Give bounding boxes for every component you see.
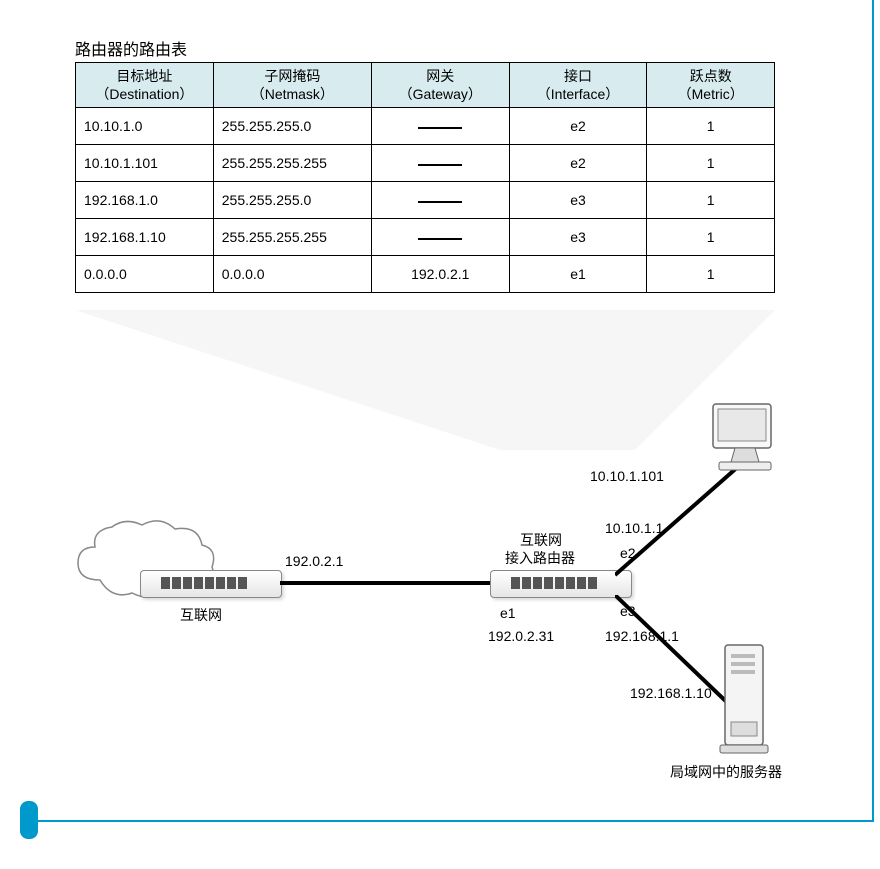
cell-metric: 1 bbox=[647, 108, 775, 145]
table-row: 10.10.1.101255.255.255.255 e21 bbox=[76, 145, 775, 182]
server-label: 局域网中的服务器 bbox=[670, 762, 782, 782]
server-icon bbox=[715, 640, 775, 760]
table-row: 0.0.0.00.0.0.0192.0.2.1e11 bbox=[76, 256, 775, 293]
cell-gateway bbox=[371, 145, 509, 182]
cell-netmask: 0.0.0.0 bbox=[213, 256, 371, 293]
e3-label: e3 bbox=[620, 603, 636, 619]
table-row: 192.168.1.10255.255.255.255 e31 bbox=[76, 219, 775, 256]
internet-label: 互联网 bbox=[180, 605, 222, 625]
access-router-icon bbox=[490, 570, 632, 598]
page: 路由器的路由表 目标地址（Destination） 子网掩码（Netmask） … bbox=[0, 0, 880, 869]
cell-interface: e3 bbox=[509, 219, 647, 256]
left-gw-label: 192.0.2.1 bbox=[285, 553, 343, 569]
cell-destination: 192.168.1.0 bbox=[76, 182, 214, 219]
pc-icon bbox=[705, 400, 785, 480]
cell-netmask: 255.255.255.0 bbox=[213, 108, 371, 145]
network-diagram: 互联网 192.0.2.1 互联网 接入路由器 e1 192.0.2.31 e2… bbox=[60, 420, 840, 800]
cell-gateway bbox=[371, 182, 509, 219]
table-header-row: 目标地址（Destination） 子网掩码（Netmask） 网关（Gatew… bbox=[76, 63, 775, 108]
dash-icon bbox=[418, 201, 462, 203]
access-router-label-1: 互联网 bbox=[520, 530, 562, 550]
frame-bottom bbox=[20, 820, 874, 822]
access-router-label-2: 接入路由器 bbox=[505, 548, 575, 568]
pc-ip-label: 10.10.1.101 bbox=[590, 468, 664, 484]
cell-metric: 1 bbox=[647, 256, 775, 293]
routing-table: 目标地址（Destination） 子网掩码（Netmask） 网关（Gatew… bbox=[75, 62, 775, 293]
cell-netmask: 255.255.255.0 bbox=[213, 182, 371, 219]
col-destination: 目标地址（Destination） bbox=[76, 63, 214, 108]
cell-interface: e2 bbox=[509, 108, 647, 145]
e2-ip-label: 10.10.1.1 bbox=[605, 520, 663, 536]
dash-icon bbox=[418, 127, 462, 129]
cell-interface: e3 bbox=[509, 182, 647, 219]
table-row: 10.10.1.0255.255.255.0 e21 bbox=[76, 108, 775, 145]
col-interface: 接口（Interface） bbox=[509, 63, 647, 108]
cell-netmask: 255.255.255.255 bbox=[213, 219, 371, 256]
cell-metric: 1 bbox=[647, 145, 775, 182]
col-metric: 跃点数（Metric） bbox=[647, 63, 775, 108]
cell-destination: 10.10.1.0 bbox=[76, 108, 214, 145]
dash-icon bbox=[418, 238, 462, 240]
dash-icon bbox=[418, 164, 462, 166]
e1-label: e1 bbox=[500, 605, 516, 621]
e1-ip-label: 192.0.2.31 bbox=[488, 628, 554, 644]
frame-tab bbox=[20, 801, 38, 839]
col-gateway: 网关（Gateway） bbox=[371, 63, 509, 108]
cell-destination: 192.168.1.10 bbox=[76, 219, 214, 256]
cell-metric: 1 bbox=[647, 182, 775, 219]
cell-metric: 1 bbox=[647, 219, 775, 256]
cell-interface: e1 bbox=[509, 256, 647, 293]
link-line bbox=[280, 575, 490, 595]
server-ip-label: 192.168.1.10 bbox=[630, 685, 712, 701]
table-title: 路由器的路由表 bbox=[75, 36, 187, 60]
table-row: 192.168.1.0255.255.255.0 e31 bbox=[76, 182, 775, 219]
e2-label: e2 bbox=[620, 545, 636, 561]
cell-netmask: 255.255.255.255 bbox=[213, 145, 371, 182]
cell-gateway bbox=[371, 219, 509, 256]
router-ports bbox=[161, 577, 247, 589]
cell-interface: e2 bbox=[509, 145, 647, 182]
cell-destination: 0.0.0.0 bbox=[76, 256, 214, 293]
cell-destination: 10.10.1.101 bbox=[76, 145, 214, 182]
cell-gateway: 192.0.2.1 bbox=[371, 256, 509, 293]
frame-right bbox=[872, 0, 874, 820]
cell-gateway bbox=[371, 108, 509, 145]
router-ports bbox=[511, 577, 597, 589]
e3-ip-label: 192.168.1.1 bbox=[605, 628, 679, 644]
col-netmask: 子网掩码（Netmask） bbox=[213, 63, 371, 108]
internet-router-icon bbox=[140, 570, 282, 598]
